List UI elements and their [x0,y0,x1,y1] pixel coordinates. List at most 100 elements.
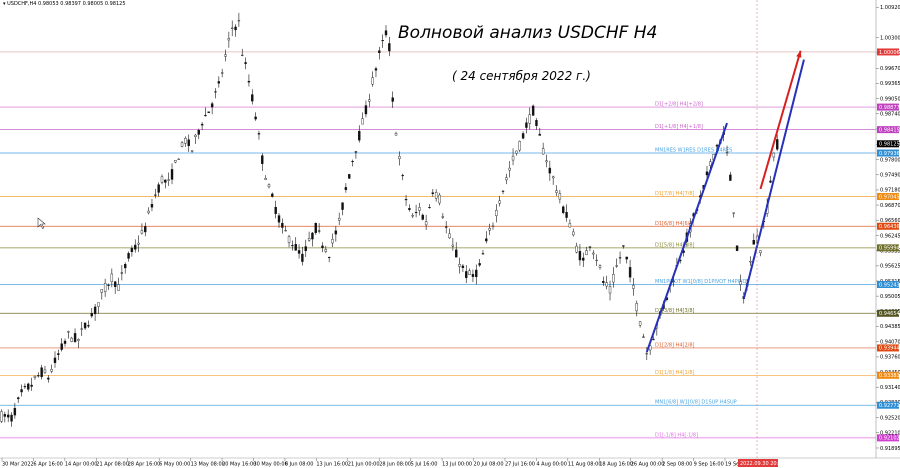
candle-body [455,249,458,258]
candle [241,48,244,57]
candle-body [441,216,445,218]
candle [103,278,107,297]
candle-body [391,97,394,102]
candle-body [488,227,491,231]
candle [307,231,311,242]
candle [194,133,197,145]
candle [628,259,632,283]
candle [612,267,615,288]
candle-body [140,230,144,234]
candle-body [374,68,378,71]
candle [458,257,461,274]
candle [113,280,117,294]
candle-body [160,176,164,183]
price-tick-label: 1.00920 [880,5,900,11]
price-tick-label: 0.99670 [880,66,900,72]
candle [525,117,528,134]
candle [498,196,501,207]
time-tick-label: 6 Apr 16:00 [33,462,62,468]
candle [147,207,150,215]
candle-body [498,200,501,204]
price-tick-label: 0.95935 [880,249,900,255]
candle [772,152,776,162]
candle [505,173,508,185]
candle-body [341,202,344,210]
candle [294,237,297,251]
collapse-arrow-icon[interactable]: ▾ [3,1,6,7]
candle-body [234,26,237,31]
candle-body [505,177,508,181]
candle-body [60,343,63,350]
candle-body [585,250,588,256]
candle-body [67,331,70,333]
candle-body [351,161,354,163]
candle-body [247,80,251,83]
candle-body [739,281,742,285]
candle-body [63,340,67,344]
candle [652,336,655,341]
candle [625,256,628,264]
price-tick-label: 0.92210 [880,430,900,436]
candle [220,68,224,78]
level-label: D1[7/8] H4[7/8] [655,191,695,197]
candle [568,219,572,228]
candle [408,204,411,212]
candle-body [394,133,398,136]
candle-body [167,179,170,181]
time-tick-label: 30 May 00:00 [253,462,287,468]
candle-body [120,272,124,274]
candle-body [200,123,204,126]
level-label: D1[+2/8] H4[+2/8] [655,102,703,108]
candle-body [495,210,498,216]
level-price-value: 0.97045 [879,194,900,200]
candle [371,71,374,87]
candle-body [448,233,451,239]
candle [582,252,585,267]
candle-body [331,239,334,244]
candle-body [17,397,20,400]
candle-body [595,259,598,261]
candle [775,132,779,152]
candle-body [83,322,87,329]
candle-body [337,217,341,221]
trendlines-layer [645,50,805,353]
candle-body [468,270,471,275]
candle [378,46,381,60]
candle-body [301,253,304,262]
candle [277,212,281,228]
candle [431,188,435,197]
candle-body [241,54,244,56]
candle-body [628,267,632,278]
level-label: D1[5/8] H4[5/8] [655,242,695,248]
candle [170,163,174,185]
candle-body [491,225,495,227]
level-price-boxes: 1.00006 0.98877 0.98415 0.97936 0.97045 0.964… [877,48,900,442]
current-price-label: 0.98125 [879,142,900,148]
forecast-arrow [759,50,802,190]
candle [63,338,67,347]
candle [451,238,455,251]
candle [759,250,762,257]
candle [565,204,568,222]
price-tick-label: 0.92520 [880,415,900,421]
candle [100,289,104,300]
candle-body [80,328,83,330]
candle-body [334,230,338,235]
candle-body [538,133,542,136]
level-price-value: 0.92102 [879,436,900,442]
candle-body [769,180,772,183]
candle-body [187,139,190,147]
candle-body [50,369,53,372]
candle [57,349,60,361]
candle [167,172,170,186]
candle-body [615,265,618,267]
candle-body [444,226,448,228]
time-tick-label: 27 Jul 16:00 [505,462,535,468]
price-tick-label: 1.00300 [880,35,900,41]
candle [40,364,43,380]
level-price-value: 0.95994 [879,246,900,252]
candle [180,141,184,148]
candle [23,383,27,390]
